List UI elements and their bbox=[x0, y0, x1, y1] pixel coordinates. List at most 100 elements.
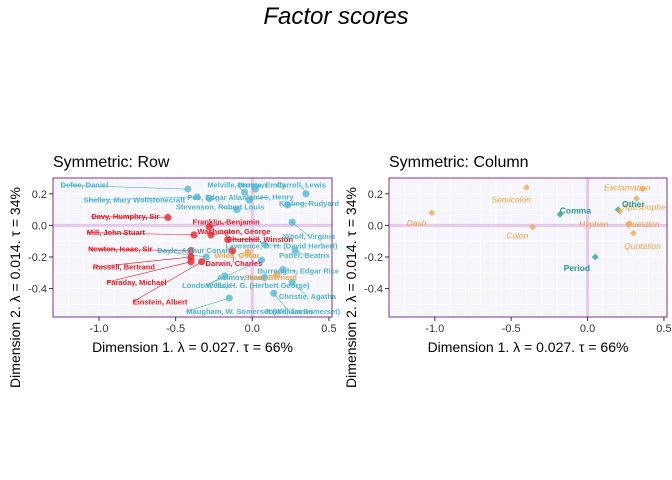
row-x-axis-title: Dimension 1. λ = 0.027. τ = 66% bbox=[92, 339, 293, 355]
point-label: Stevenson, Robert Louis bbox=[176, 203, 264, 212]
point-label: Poe, Edgar Allan bbox=[187, 193, 247, 202]
x-tick-label: -0.5 bbox=[166, 323, 185, 335]
leader-line bbox=[83, 196, 198, 201]
column-plot-frame bbox=[388, 177, 668, 318]
row-panel-title: Symmetric: Row bbox=[53, 154, 170, 171]
point-label: Burroughs, Edgar Rice bbox=[257, 267, 339, 276]
point-label: Semicolon bbox=[491, 194, 531, 204]
point-label: Franklin, Benjamin bbox=[193, 218, 261, 227]
point-marker bbox=[428, 209, 436, 217]
point-marker bbox=[184, 185, 192, 193]
point-label: Colon bbox=[506, 231, 528, 241]
row-y-axis-title: Dimension 2. λ = 0.014. τ = 34% bbox=[7, 187, 23, 388]
leader-line bbox=[132, 261, 202, 303]
point-label: Davy, Humphry, Sir bbox=[91, 212, 159, 221]
y-tick-label: -0.2 bbox=[28, 252, 47, 264]
point-marker bbox=[639, 185, 646, 193]
point-label: Lawrence, D. H. (David Herbert) bbox=[225, 241, 338, 250]
point-label: Churchill, Winston bbox=[227, 235, 294, 244]
y-tick-label: 0.2 bbox=[368, 189, 383, 201]
point-label: Exclamation bbox=[604, 182, 651, 192]
point-marker bbox=[279, 266, 287, 274]
x-tick-label: -0.5 bbox=[502, 323, 521, 335]
point-marker bbox=[221, 272, 229, 280]
column-y-axis-title: Dimension 2. λ = 0.014. τ = 34% bbox=[343, 187, 359, 388]
point-label: Hyphen bbox=[579, 219, 609, 229]
point-marker bbox=[288, 278, 296, 286]
point-marker bbox=[241, 188, 249, 196]
point-marker bbox=[193, 193, 201, 201]
point-label: Joyce, James bbox=[265, 307, 314, 316]
point-label: Apostrophe bbox=[621, 202, 666, 212]
y-tick-label: 0.0 bbox=[368, 220, 383, 232]
point-label: Question bbox=[626, 219, 660, 229]
point-label: Carroll, Lewis bbox=[277, 181, 326, 190]
leader-line bbox=[60, 184, 188, 190]
point-label: Wells, H. G. (Herbert George) bbox=[206, 281, 310, 290]
column-x-axis-title: Dimension 1. λ = 0.027. τ = 66% bbox=[428, 339, 629, 355]
point-marker bbox=[302, 190, 310, 198]
point-label: Other bbox=[622, 199, 645, 209]
row-leader-lines bbox=[60, 184, 310, 312]
point-label: Doyle, Arthur Conan bbox=[157, 246, 230, 255]
point-label: Comma bbox=[560, 205, 591, 215]
point-label: London, Jack bbox=[182, 281, 231, 290]
point-marker bbox=[591, 253, 599, 261]
point-marker bbox=[260, 240, 269, 248]
point-marker bbox=[291, 247, 299, 255]
leader-line bbox=[186, 297, 230, 312]
y-tick-label: -0.4 bbox=[364, 284, 383, 296]
point-label: James, Henry bbox=[245, 192, 295, 201]
point-marker bbox=[625, 220, 633, 228]
point-label: Kipling, Rudyard bbox=[279, 199, 339, 208]
row-points bbox=[164, 185, 310, 302]
point-label: Washington, George bbox=[197, 227, 270, 236]
point-marker bbox=[523, 184, 530, 191]
leader-line bbox=[273, 293, 290, 312]
leader-line bbox=[86, 232, 195, 236]
point-label: Asimov, Isaac bbox=[217, 273, 266, 282]
point-marker bbox=[205, 194, 213, 203]
point-label: Maugham, W. Somerset (William Somerset) bbox=[186, 307, 340, 316]
point-label: Shaw, Bernard bbox=[245, 273, 298, 282]
point-marker bbox=[187, 247, 195, 255]
point-label: Christie, Agatha bbox=[279, 292, 337, 301]
point-marker bbox=[257, 256, 266, 264]
column-points bbox=[428, 184, 646, 261]
point-label: Mill, John Stuart bbox=[87, 228, 146, 237]
y-tick-label: -0.2 bbox=[364, 252, 383, 264]
column-x-ticks: -1.0 -0.5 0.0 0.5 bbox=[425, 317, 672, 335]
point-marker bbox=[207, 231, 215, 239]
point-marker bbox=[187, 258, 195, 266]
row-x-ticks: -1.0 -0.5 0.0 0.5 bbox=[90, 317, 337, 335]
x-tick-label: 0.5 bbox=[321, 323, 336, 335]
y-tick-label: -0.4 bbox=[28, 284, 47, 296]
leader-line bbox=[210, 231, 234, 236]
point-marker bbox=[224, 236, 232, 244]
x-tick-label: 0.0 bbox=[580, 323, 595, 335]
leader-line bbox=[88, 248, 191, 251]
point-label: Potter, Beatrix bbox=[279, 251, 331, 260]
point-label: Bronte, Emily bbox=[237, 181, 286, 190]
point-marker bbox=[616, 207, 624, 215]
point-marker bbox=[228, 247, 236, 255]
leader-line bbox=[157, 250, 207, 258]
point-label: Defoe, Daniel bbox=[61, 181, 109, 190]
point-marker bbox=[225, 294, 233, 302]
x-tick-label: -1.0 bbox=[425, 323, 444, 335]
point-label: Wilde, Oscar bbox=[214, 251, 259, 260]
x-tick-label: -1.0 bbox=[90, 323, 109, 335]
point-label: Faraday, Michael bbox=[107, 278, 167, 287]
point-label: Einstein, Albert bbox=[133, 297, 188, 306]
column-origin-lines bbox=[389, 178, 667, 317]
point-marker bbox=[529, 223, 536, 231]
column-panel: Symmetric: Column Dash Semicolon Exclamati… bbox=[343, 154, 672, 388]
point-label: Woolf, Virginia bbox=[283, 232, 336, 241]
column-y-ticks: -0.4 -0.2 0.0 0.2 bbox=[364, 189, 389, 296]
x-tick-label: 0.0 bbox=[245, 323, 260, 335]
point-marker bbox=[245, 196, 253, 204]
point-marker bbox=[288, 218, 296, 226]
point-marker bbox=[270, 289, 278, 297]
point-label: Period bbox=[564, 263, 590, 273]
